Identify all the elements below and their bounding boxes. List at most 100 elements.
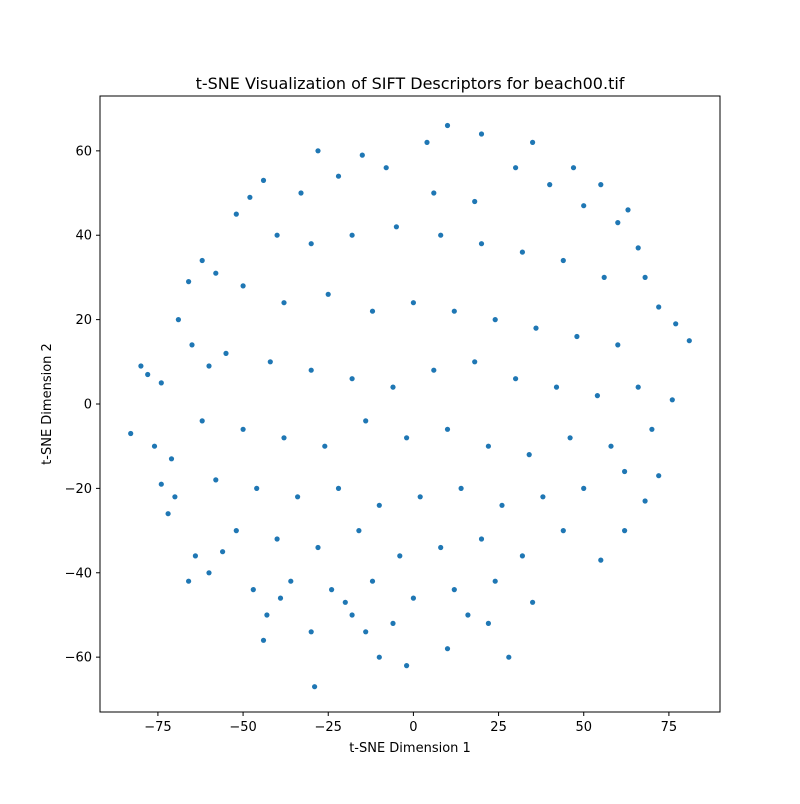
data-point [404, 663, 410, 669]
data-point [223, 350, 229, 356]
data-point [410, 300, 416, 306]
x-tick-label: 25 [490, 720, 507, 735]
data-point [656, 473, 662, 479]
data-point [598, 182, 604, 188]
data-point [260, 177, 267, 183]
data-point [635, 245, 641, 251]
data-point [240, 426, 246, 432]
data-point [560, 257, 566, 264]
data-point [431, 367, 437, 373]
data-point [199, 418, 205, 424]
data-point [308, 629, 314, 635]
data-point [625, 207, 631, 213]
x-tick-label: 75 [661, 720, 678, 735]
data-point [526, 452, 532, 458]
data-point [349, 612, 355, 618]
y-tick-label: 60 [75, 144, 92, 159]
data-point [274, 232, 280, 238]
data-point [410, 595, 416, 601]
data-point [199, 257, 205, 264]
y-tick-label: −60 [65, 651, 92, 666]
x-axis: −75 −50 −25 0 25 50 75 [144, 712, 677, 735]
data-point [444, 426, 451, 432]
data-point [383, 165, 389, 171]
data-point [158, 481, 164, 487]
data-point [369, 308, 376, 314]
data-point [145, 371, 151, 378]
x-tick-label: −50 [229, 720, 256, 735]
data-point [499, 502, 505, 508]
y-axis-label: t-SNE Dimension 2 [40, 343, 55, 465]
data-point [615, 220, 621, 226]
data-point [254, 485, 260, 491]
data-point [165, 511, 171, 517]
data-point [250, 587, 256, 593]
data-point [175, 317, 181, 323]
data-point [329, 587, 335, 593]
data-point [622, 468, 628, 475]
data-point [570, 165, 577, 171]
data-point [390, 384, 396, 390]
data-point [312, 684, 318, 690]
data-point [376, 502, 382, 508]
data-point [369, 578, 376, 584]
data-point [376, 654, 382, 660]
data-point [485, 620, 491, 627]
data-point [642, 498, 648, 504]
data-point [363, 629, 369, 635]
data-point [533, 325, 539, 331]
data-point [335, 173, 342, 179]
data-point [540, 494, 546, 500]
data-point [478, 241, 485, 247]
data-point [363, 418, 369, 424]
data-point [424, 139, 430, 145]
data-point [519, 553, 526, 559]
data-point [192, 553, 198, 559]
data-point [581, 203, 587, 209]
data-point [622, 528, 628, 534]
data-point [390, 620, 396, 627]
data-point [574, 333, 580, 340]
data-point [186, 279, 192, 285]
data-point [274, 536, 280, 542]
data-point [478, 536, 485, 542]
y-tick-label: −20 [65, 482, 92, 497]
y-tick-label: −40 [65, 566, 92, 581]
x-tick-label: −75 [144, 720, 171, 735]
data-point [298, 190, 304, 196]
y-tick-label: 40 [75, 229, 92, 244]
data-point [335, 485, 342, 491]
data-point [168, 456, 175, 462]
data-point [465, 612, 471, 618]
data-point [615, 342, 621, 348]
data-point [260, 637, 267, 643]
data-point [513, 165, 519, 171]
data-point [308, 367, 314, 373]
data-point [213, 477, 219, 483]
data-point [451, 587, 457, 593]
data-point [438, 232, 444, 238]
data-point [315, 544, 321, 551]
data-point [397, 553, 403, 559]
data-point [649, 426, 655, 432]
data-point [267, 359, 273, 365]
x-axis-label: t-SNE Dimension 1 [349, 741, 471, 756]
data-point [138, 363, 144, 369]
data-point [601, 274, 607, 280]
data-point [598, 557, 604, 563]
data-point [478, 131, 485, 137]
data-point [673, 321, 679, 327]
data-point [451, 308, 457, 314]
data-point [560, 528, 566, 534]
data-point [277, 595, 284, 601]
data-point [492, 317, 498, 323]
data-point [349, 376, 355, 382]
data-point [492, 578, 498, 584]
data-point [158, 380, 164, 386]
data-point [213, 270, 219, 276]
data-point [206, 570, 212, 576]
data-point [530, 599, 536, 605]
data-point [506, 654, 512, 660]
